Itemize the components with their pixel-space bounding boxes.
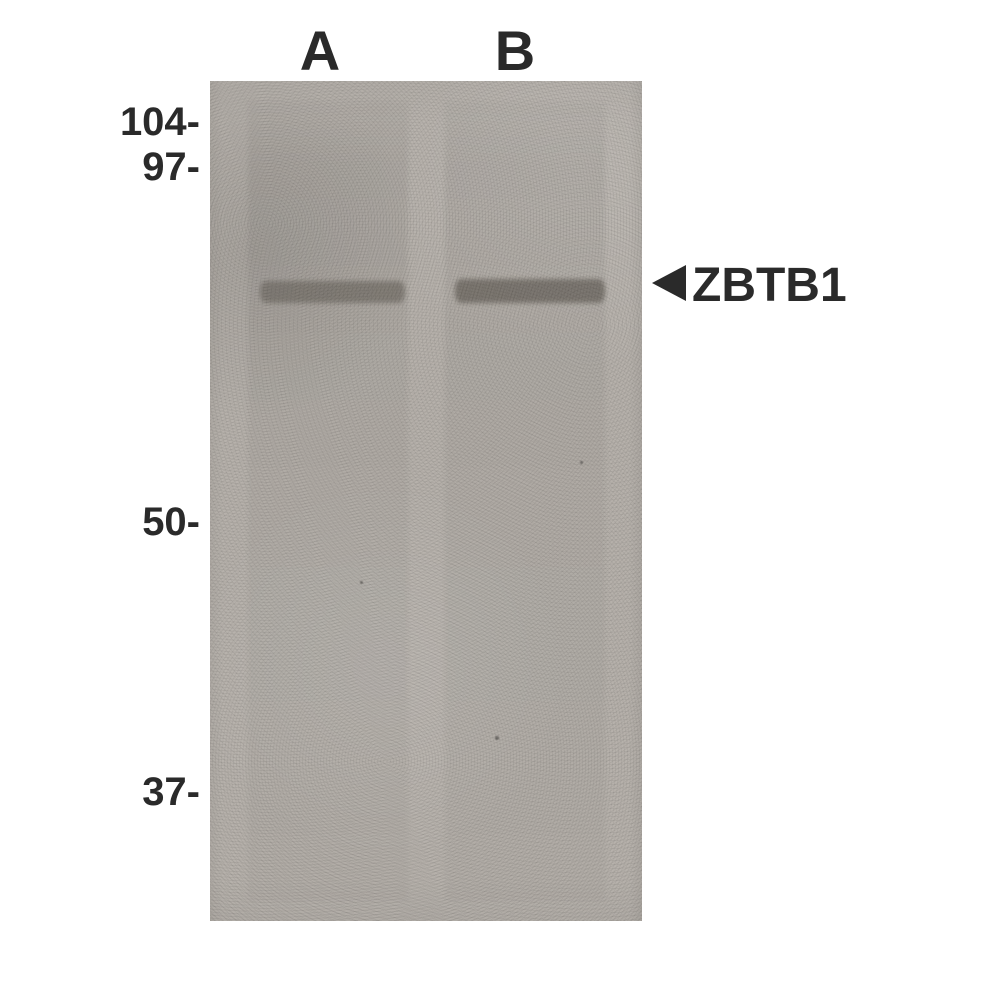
lane-a-smear	[248, 101, 408, 901]
speck-3	[580, 461, 583, 464]
speck-2	[360, 581, 363, 584]
mw-marker-97: 97-	[80, 145, 200, 190]
target-protein-label: ZBTB1	[692, 258, 847, 313]
lane-label-b: B	[455, 18, 575, 83]
speck-1	[495, 736, 499, 740]
mw-marker-37: 37-	[80, 770, 200, 815]
target-arrow-icon	[652, 265, 686, 301]
mw-marker-50: 50-	[80, 500, 200, 545]
band-lane-a-zbtb1	[260, 281, 405, 303]
western-blot-figure: A B 104- 97- 50- 37- ZBTB1	[0, 0, 1000, 1000]
blot-membrane	[210, 81, 642, 921]
lane-b-smear	[445, 101, 605, 901]
lane-label-a: A	[260, 18, 380, 83]
band-lane-b-zbtb1	[455, 279, 605, 303]
mw-marker-104: 104-	[80, 100, 200, 145]
